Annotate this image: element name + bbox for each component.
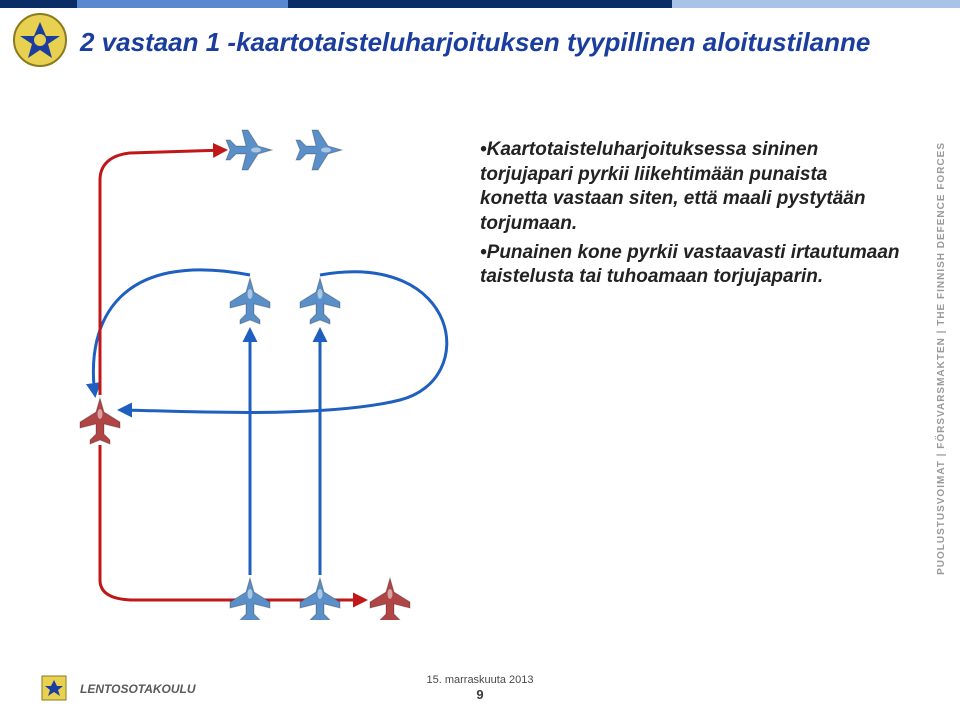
footer-date: 15. marraskuuta 2013: [0, 674, 960, 686]
slide-title: 2 vastaan 1 -kaartotaisteluharjoituksen …: [80, 28, 920, 58]
path-red_down: [100, 445, 365, 600]
aircraft-blue_bot1: [230, 578, 270, 620]
aircraft-red_bot: [370, 578, 410, 620]
aircraft-blue_bot2: [300, 578, 340, 620]
aircraft-blue_top1: [226, 130, 272, 170]
side-org-text: PUOLUSTUSVOIMAT | FÖRSVARSMAKTEN | THE F…: [930, 0, 952, 716]
org-logo: [12, 12, 68, 68]
aircraft-blue_top2: [296, 130, 342, 170]
footer-page: 9: [0, 687, 960, 702]
aircraft-blue_mid1: [230, 278, 270, 324]
path-blue_right_arc: [120, 272, 447, 413]
side-org-text-label: PUOLUSTUSVOIMAT | FÖRSVARSMAKTEN | THE F…: [936, 142, 947, 575]
path-red_up: [100, 150, 225, 395]
slide: 2 vastaan 1 -kaartotaisteluharjoituksen …: [0, 0, 960, 716]
maneuver-diagram: [60, 120, 580, 620]
title-text: 2 vastaan 1 -kaartotaisteluharjoituksen …: [80, 27, 870, 57]
aircraft-red_mid: [80, 398, 120, 444]
path-blue_left_arc: [93, 270, 250, 395]
aircraft-blue_mid2: [300, 278, 340, 324]
top-stripe: [0, 0, 960, 8]
